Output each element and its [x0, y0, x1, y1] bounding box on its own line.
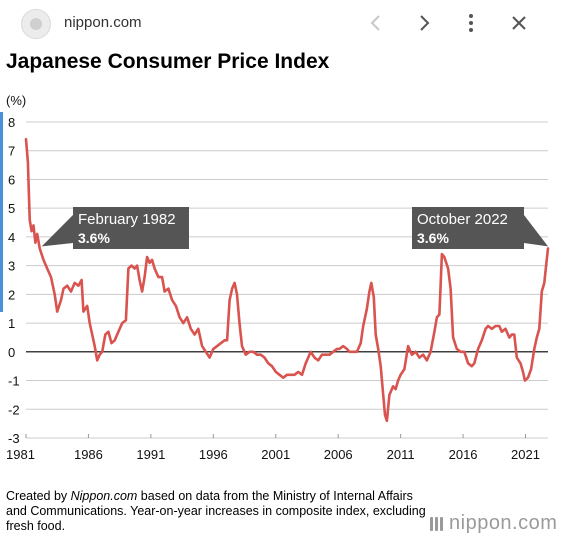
x-tick-label: 2016 — [449, 447, 478, 462]
annotation-pointer — [41, 215, 73, 247]
series-layer — [24, 137, 550, 423]
forward-button[interactable] — [409, 8, 439, 38]
y-tick-label: 7 — [8, 144, 15, 159]
y-tick-label: 0 — [8, 345, 15, 360]
brand-text: nippon.com — [449, 512, 558, 534]
chevron-left-icon — [370, 15, 380, 31]
x-tick-label: 2011 — [387, 447, 415, 462]
series-line-0 — [24, 137, 550, 423]
footnote-text: based on data from the Ministry of Inter… — [6, 489, 426, 533]
x-tick-label: 1986 — [74, 447, 103, 462]
y-tick-label: -3 — [8, 431, 20, 446]
y-tick-label: 1 — [8, 316, 15, 331]
annotation-callout: October 2022 3.6% — [412, 207, 548, 249]
annotation-box — [412, 207, 524, 249]
scroll-indicator — [0, 112, 3, 312]
y-tick-label: 3 — [8, 259, 15, 274]
y-axis-unit-label: (%) — [6, 93, 26, 108]
browser-top-bar: nippon.com — [0, 0, 563, 46]
x-tick-label: 1991 — [136, 447, 165, 462]
grid-lines — [25, 121, 548, 439]
site-name: nippon.com — [64, 14, 142, 31]
y-tick-label: 5 — [8, 201, 15, 216]
annotations: February 1982 3.6% October 2022 3.6% — [41, 207, 548, 249]
annotation-value: 3.6% — [78, 230, 110, 246]
brand-mark-icon — [430, 516, 443, 531]
y-tick-label: 4 — [8, 230, 15, 245]
annotation-pointer — [524, 215, 548, 247]
footnote-prefix: Created by — [6, 489, 71, 503]
back-button[interactable] — [361, 8, 391, 38]
axis-tick-labels: -3 -2 -1 0 1 2 3 4 5 6 7 8 1981 1986 1991 1996 2001 2006 2… — [6, 115, 540, 462]
y-tick-label: -2 — [8, 402, 20, 417]
chart-footnote: Created by Nippon.com based on data from… — [6, 489, 426, 534]
cpi-line-chart: (%) -3 -2 -1 0 1 2 3 4 5 6 7 8 1981 1986 1991 1996 2001 2… — [6, 93, 550, 462]
annotation-callout: February 1982 3.6% — [41, 207, 189, 249]
more-options-button[interactable] — [456, 8, 486, 38]
annotation-label: October 2022 — [417, 211, 508, 228]
footnote-source: Nippon.com — [70, 489, 138, 503]
x-tick-label: 1996 — [199, 447, 228, 462]
annotation-label: February 1982 — [78, 211, 176, 228]
x-tick-label: 2021 — [511, 447, 540, 462]
x-tick-label: 1981 — [6, 447, 35, 462]
more-vert-icon — [469, 14, 473, 32]
nippon-brand-logo: nippon.com — [430, 512, 557, 535]
x-tick-label: 2001 — [261, 447, 290, 462]
close-icon — [512, 16, 526, 30]
y-tick-label: 8 — [8, 115, 15, 130]
y-tick-label: 6 — [8, 172, 15, 187]
x-tick-label: 2006 — [324, 447, 353, 462]
close-button[interactable] — [504, 8, 534, 38]
annotation-box — [73, 207, 189, 249]
annotation-value: 3.6% — [417, 230, 449, 246]
y-tick-label: 2 — [8, 287, 15, 302]
y-tick-label: -1 — [8, 374, 20, 389]
chart-title: Japanese Consumer Price Index — [6, 50, 330, 73]
site-logo-icon — [21, 9, 51, 39]
chevron-right-icon — [420, 15, 430, 31]
